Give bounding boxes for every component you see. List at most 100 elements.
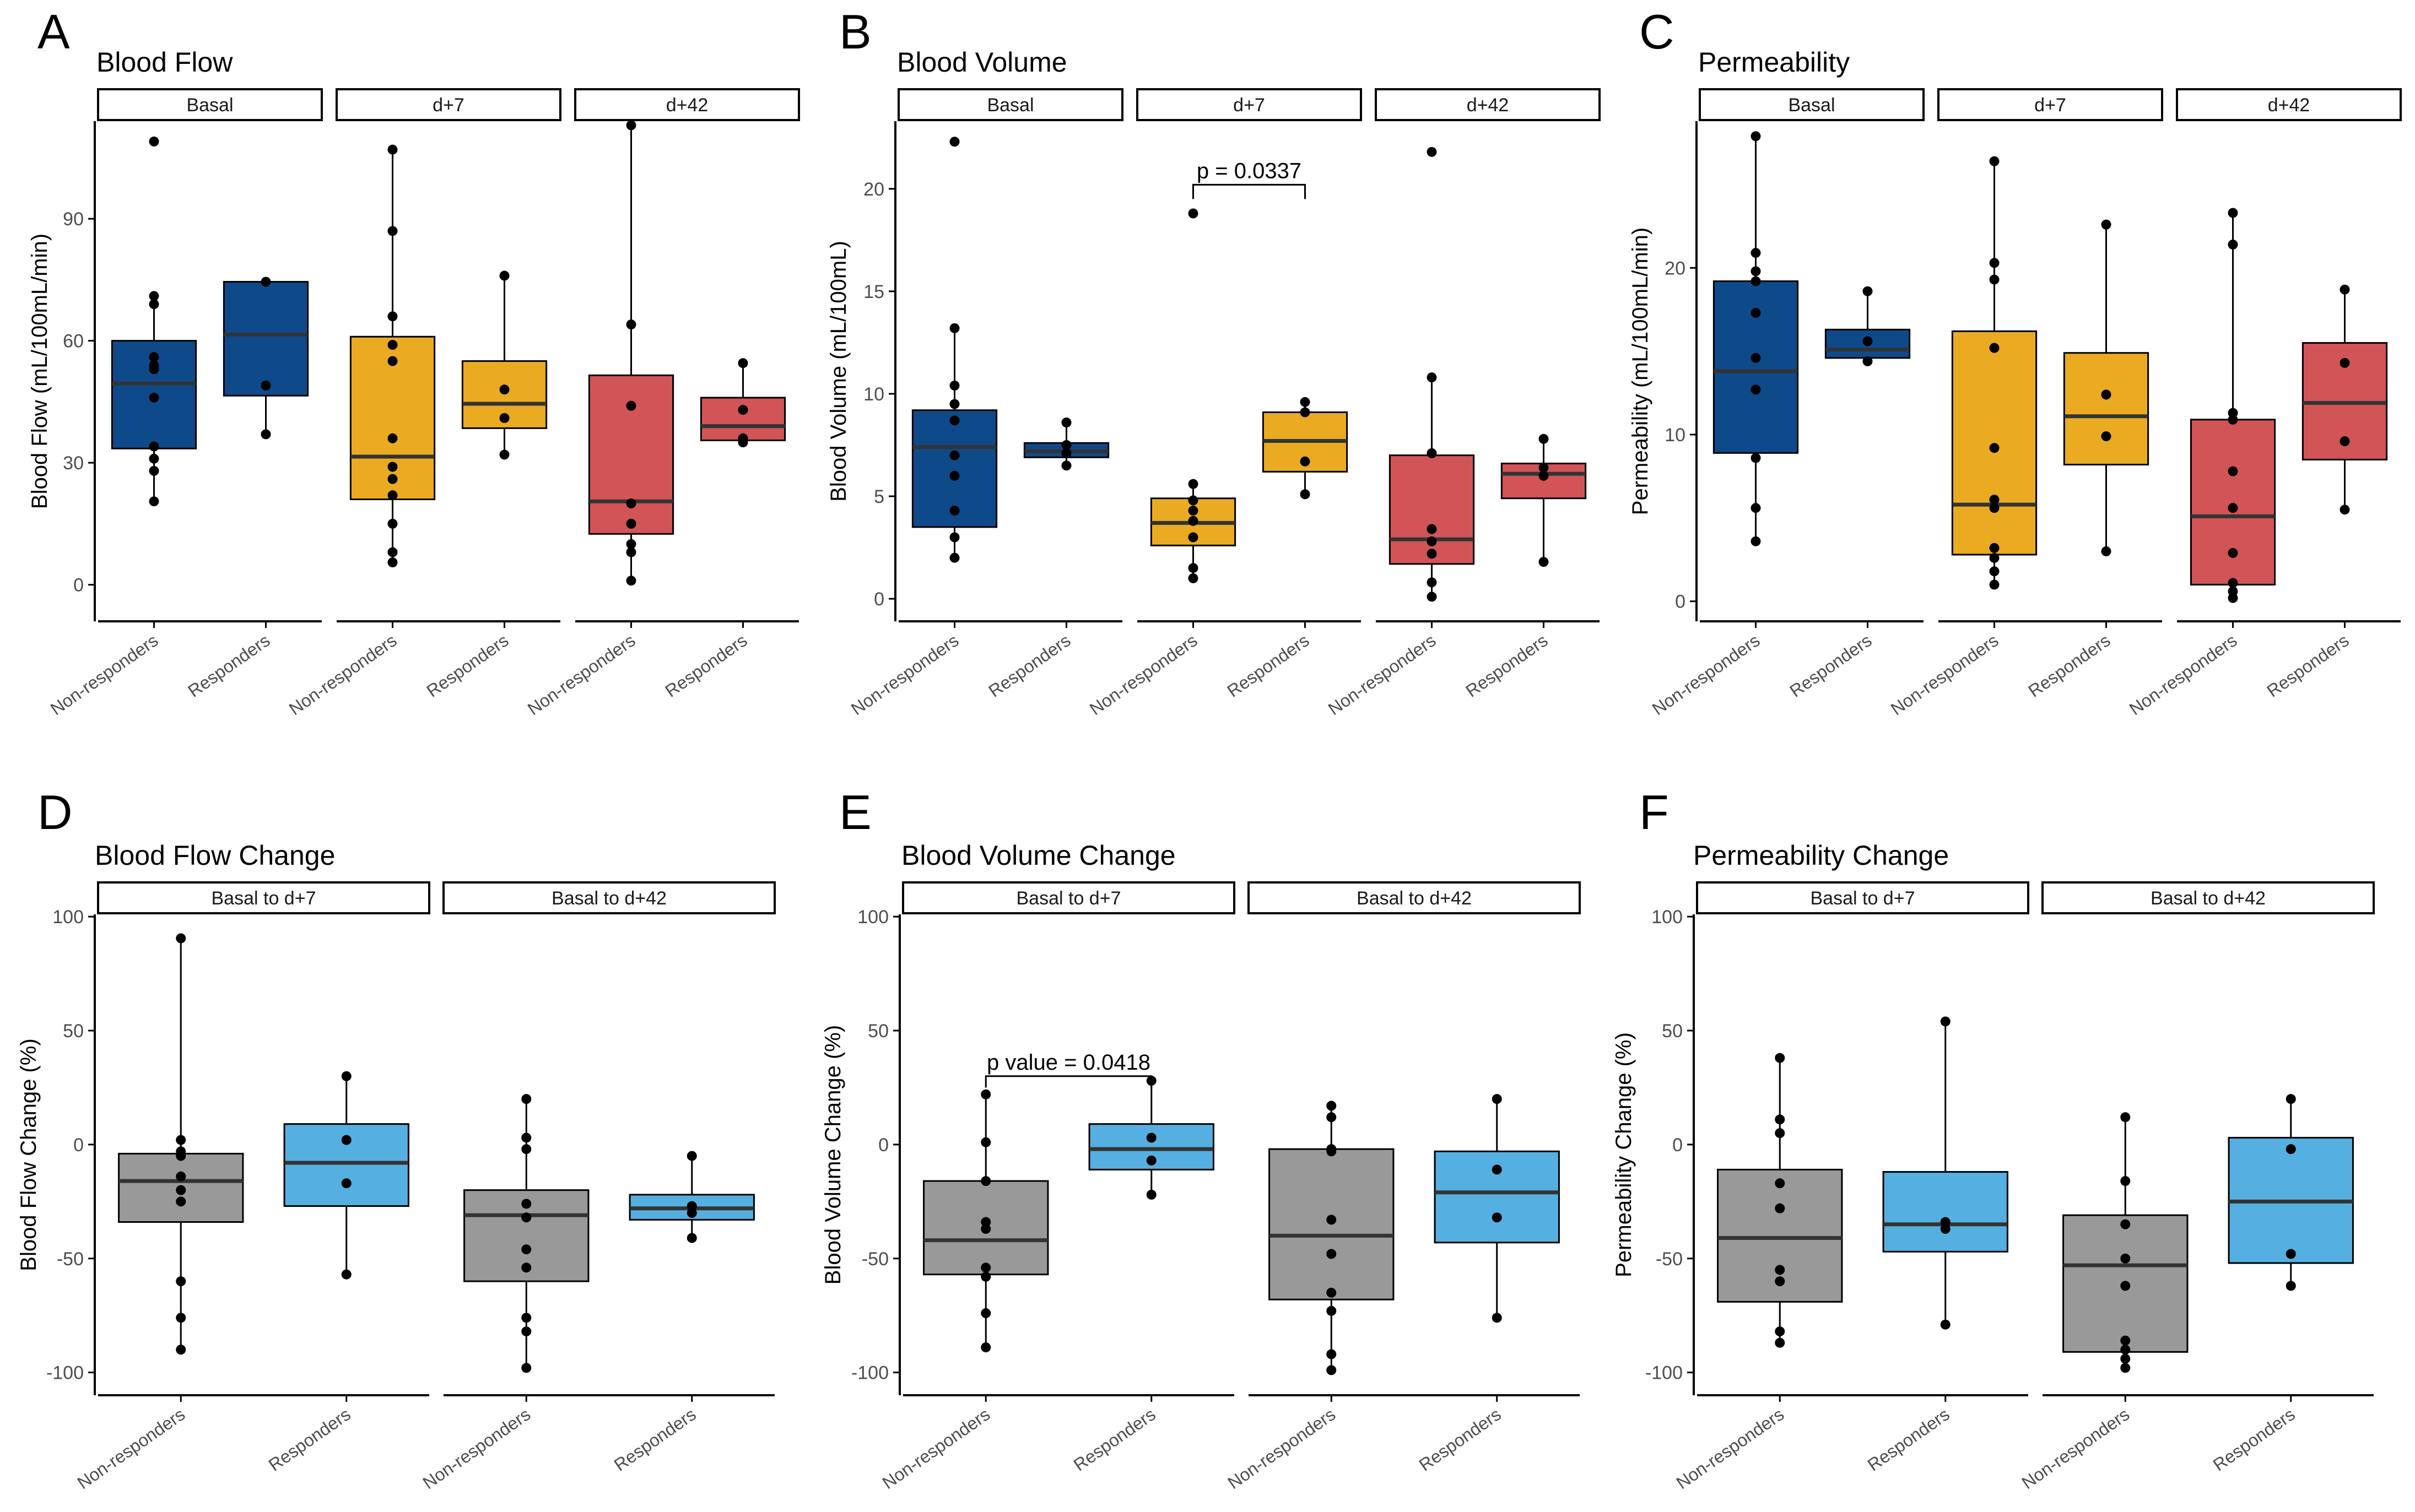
data-point <box>2228 466 2238 476</box>
data-point <box>1427 448 1437 458</box>
panel-d: D Blood Flow Change -100 -50 0 50 100 Blood Flo… <box>17 785 776 1493</box>
data-point <box>2228 503 2238 513</box>
y-tick-label: 50 <box>868 1021 889 1042</box>
data-point <box>387 490 398 501</box>
data-point <box>149 392 159 403</box>
data-point <box>499 270 510 281</box>
box-non-responders <box>1717 1053 1843 1348</box>
panel-f: F Permeability Change -100 -50 0 50 100 Permeab… <box>1612 785 2375 1493</box>
data-point <box>1326 1215 1337 1225</box>
panel-letter: B <box>839 4 872 59</box>
y-tick-label: -50 <box>57 1249 84 1270</box>
facet-strip <box>442 881 776 914</box>
facet-strip <box>97 88 323 121</box>
data-point <box>1061 418 1072 428</box>
panel-title: Blood Volume Change <box>901 840 1176 871</box>
y-tick-label: 90 <box>63 209 84 230</box>
facet-strip-label: Basal to d+42 <box>552 888 667 909</box>
data-point <box>387 433 398 443</box>
data-point <box>1751 276 1761 286</box>
y-tick-label: -50 <box>1656 1249 1683 1270</box>
data-point <box>1940 1223 1951 1234</box>
data-point <box>1940 1217 1951 1227</box>
box-iqr <box>700 397 786 441</box>
data-point <box>1300 397 1310 407</box>
facet-0: Basal Non-responders Responders <box>47 88 323 719</box>
data-point <box>738 433 748 443</box>
facet-strip-label: Basal to d+7 <box>1017 888 1121 909</box>
data-point <box>949 450 960 460</box>
y-tick-label: 100 <box>52 907 84 928</box>
data-point <box>176 933 186 944</box>
data-point <box>387 144 398 155</box>
data-point <box>2340 357 2350 368</box>
facet-strip-label: Basal <box>1788 95 1835 116</box>
facet-1: d+7 Non-responders Responders <box>1887 88 2163 719</box>
x-tick-label: Responders <box>662 630 751 701</box>
x-tick-label: Non-responders <box>419 1404 534 1493</box>
data-point <box>981 1217 991 1227</box>
data-point <box>626 518 636 529</box>
box-responders <box>1500 433 1587 567</box>
y-tick-label: -50 <box>862 1249 889 1270</box>
data-point <box>981 1342 991 1353</box>
data-point <box>176 1313 186 1323</box>
data-point <box>738 358 748 368</box>
facet-strip-label: d+42 <box>1467 95 1509 116</box>
data-point <box>149 299 159 310</box>
data-point <box>149 360 159 370</box>
data-point <box>2120 1281 2131 1291</box>
panel-letter: E <box>839 785 872 839</box>
data-point <box>1775 1265 1785 1275</box>
facet-strip <box>2176 88 2402 121</box>
facet-strip <box>336 88 561 121</box>
data-point <box>2101 546 2111 556</box>
significance-bracket <box>985 1075 1153 1088</box>
data-point <box>521 1244 532 1255</box>
data-point <box>981 1176 991 1186</box>
facet-strip <box>1696 881 2029 914</box>
box-iqr <box>1389 454 1475 565</box>
panel-letter: C <box>1639 4 1674 59</box>
facet-strip-label: Basal <box>987 95 1034 116</box>
data-point <box>2340 436 2350 447</box>
data-point <box>1326 1144 1337 1155</box>
data-point <box>1775 1128 1785 1139</box>
x-tick-label: Non-responders <box>74 1404 189 1493</box>
data-point <box>149 291 159 301</box>
facet-1: Basal to d+42 Non-responders Responders <box>2018 881 2375 1493</box>
data-point <box>2228 578 2238 588</box>
data-point <box>1775 1114 1785 1125</box>
y-tick-label: 10 <box>1665 425 1685 446</box>
data-point <box>1538 470 1549 481</box>
y-tick-label: 0 <box>1672 1135 1683 1156</box>
data-point <box>1775 1337 1785 1348</box>
y-tick-label: 30 <box>63 453 84 474</box>
box-responders <box>283 1071 409 1280</box>
box-responders <box>629 1151 755 1243</box>
x-tick-label: Non-responders <box>524 630 639 719</box>
data-point <box>1751 384 1761 395</box>
facet-strip-label: d+42 <box>2268 95 2310 116</box>
data-point <box>1146 1132 1157 1143</box>
facet-1: d+7 Non-responders Responders p = 0.0337 <box>1086 88 1362 719</box>
box-non-responders <box>1389 147 1475 602</box>
panel-letter: A <box>37 4 70 59</box>
data-point <box>1751 308 1761 318</box>
panel-letter: F <box>1639 785 1669 839</box>
data-point <box>1989 343 2000 353</box>
significance-annotation: p = 0.0337 <box>1192 159 1306 199</box>
data-point <box>1989 156 2000 166</box>
data-point <box>1775 1326 1785 1337</box>
data-point <box>1940 1016 1951 1027</box>
data-point <box>1326 1305 1337 1316</box>
box-iqr <box>2063 352 2149 465</box>
data-point <box>738 405 748 415</box>
y-tick-label: 100 <box>1651 907 1683 928</box>
box-iqr <box>223 281 309 397</box>
data-point <box>387 356 398 366</box>
data-point <box>1775 1053 1785 1063</box>
data-point <box>499 413 510 423</box>
data-point <box>1188 495 1198 506</box>
x-tick-label: Non-responders <box>1673 1404 1788 1493</box>
